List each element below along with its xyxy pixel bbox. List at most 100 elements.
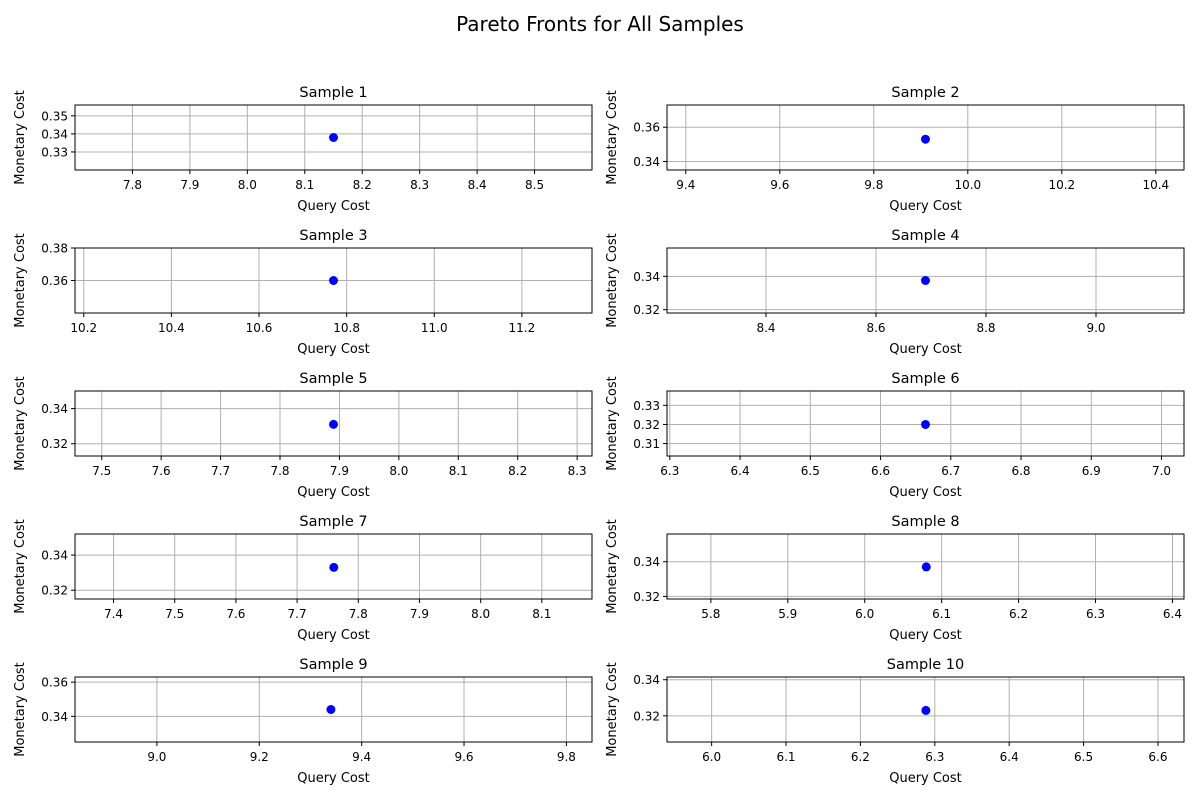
x-axis-label: Query Cost: [297, 771, 370, 786]
y-tick-label: 0.33: [633, 399, 660, 413]
y-tick-label: 0.32: [633, 709, 660, 723]
x-tick-label: 9.8: [864, 178, 883, 192]
x-tick-label: 8.3: [410, 178, 429, 192]
y-tick-label: 0.32: [41, 584, 68, 598]
subplot-title: Sample 4: [891, 228, 959, 244]
x-tick-label: 6.3: [660, 464, 679, 478]
x-tick-label: 8.8: [976, 321, 995, 335]
y-tick-label: 0.33: [41, 145, 68, 159]
x-tick-label: 5.9: [778, 607, 797, 621]
axes-frame: [666, 390, 1185, 457]
subplot-3: 10.2 10.4 10.6 10.8 11.0 11.2 0.36 0.38 Sample 3…: [13, 228, 593, 357]
y-axis-label: Monetary Cost: [13, 376, 28, 471]
x-tick-label: 8.6: [866, 321, 885, 335]
x-tick-label: 6.0: [855, 607, 874, 621]
data-point: [326, 705, 336, 714]
x-tick-label: 9.2: [250, 750, 269, 764]
x-tick-label: 10.0: [954, 178, 981, 192]
x-tick-label: 8.4: [756, 321, 775, 335]
x-tick-label: 9.6: [454, 750, 473, 764]
subplot-title: Sample 7: [299, 514, 367, 530]
y-tick-label: 0.34: [41, 402, 68, 416]
y-tick-label: 0.32: [633, 590, 660, 604]
x-tick-label: 6.1: [932, 607, 951, 621]
data-point: [921, 134, 930, 144]
axes-frame: [74, 676, 593, 743]
x-tick-label: 7.8: [270, 464, 289, 478]
y-tick-label: 0.32: [633, 303, 660, 317]
subplot-title: Sample 5: [299, 371, 367, 387]
data-point: [329, 562, 339, 572]
x-tick-label: 9.0: [147, 750, 166, 764]
x-tick-label: 8.0: [238, 178, 257, 192]
x-tick-label: 11.2: [509, 321, 536, 335]
data-point: [921, 562, 931, 572]
x-tick-label: 6.8: [1011, 464, 1030, 478]
x-tick-label: 5.8: [701, 607, 720, 621]
x-tick-label: 7.0: [1152, 464, 1171, 478]
x-axis-label: Query Cost: [889, 342, 962, 357]
x-axis-label: Query Cost: [297, 342, 370, 357]
x-tick-label: 6.5: [1074, 750, 1093, 764]
y-axis-label: Monetary Cost: [605, 376, 620, 471]
x-tick-label: 8.0: [389, 464, 408, 478]
y-tick-label: 0.35: [41, 109, 68, 123]
x-tick-label: 8.3: [568, 464, 587, 478]
subplot-5: 7.5 7.6 7.7 7.8 7.9 8.0 8.1 8.2 8.3 0.32 0.34 Sampl…: [13, 371, 593, 500]
x-tick-label: 6.5: [801, 464, 820, 478]
x-tick-label: 9.4: [676, 178, 695, 192]
x-tick-label: 7.5: [165, 607, 184, 621]
y-axis-label: Monetary Cost: [13, 233, 28, 328]
subplot-title: Sample 6: [891, 371, 959, 387]
x-axis-label: Query Cost: [297, 485, 370, 500]
x-axis-label: Query Cost: [297, 628, 370, 643]
y-tick-label: 0.34: [633, 155, 660, 169]
subplot-6: 6.3 6.4 6.5 6.6 6.7 6.8 6.9 7.0 0.31 0.32 0.33 Samp…: [605, 371, 1185, 500]
x-tick-label: 8.1: [449, 464, 468, 478]
y-axis-label: Monetary Cost: [13, 519, 28, 614]
x-tick-label: 7.7: [211, 464, 230, 478]
x-axis-label: Query Cost: [889, 628, 962, 643]
subplot-7: 7.4 7.5 7.6 7.7 7.8 7.9 8.0 8.1 0.32 0.34 Sample 7…: [13, 514, 593, 643]
y-tick-label: 0.36: [41, 274, 68, 288]
x-tick-label: 10.4: [158, 321, 185, 335]
axes-frame: [74, 390, 593, 457]
x-tick-label: 8.0: [471, 607, 490, 621]
y-axis-label: Monetary Cost: [605, 662, 620, 757]
x-tick-label: 6.1: [776, 750, 795, 764]
x-tick-label: 7.9: [180, 178, 199, 192]
data-point: [329, 419, 338, 429]
x-tick-label: 6.2: [851, 750, 870, 764]
x-tick-label: 9.0: [1086, 321, 1105, 335]
subplot-10: 6.0 6.1 6.2 6.3 6.4 6.5 6.6 0.32 0.34 Sample 10 Qu…: [605, 657, 1185, 786]
x-tick-label: 7.7: [288, 607, 307, 621]
y-axis-label: Monetary Cost: [605, 519, 620, 614]
y-tick-label: 0.36: [633, 121, 660, 135]
axes-frame: [74, 533, 593, 600]
axes-frame: [666, 533, 1185, 600]
x-tick-label: 8.1: [532, 607, 551, 621]
x-tick-label: 10.8: [333, 321, 360, 335]
x-tick-label: 9.4: [352, 750, 371, 764]
x-tick-label: 10.4: [1142, 178, 1169, 192]
subplot-title: Sample 2: [891, 85, 959, 101]
x-tick-label: 7.8: [349, 607, 368, 621]
x-tick-label: 8.5: [525, 178, 544, 192]
x-tick-label: 6.2: [1009, 607, 1028, 621]
axes-frame: [74, 104, 593, 171]
subplot-2: 9.4 9.6 9.8 10.0 10.2 10.4 0.34 0.36 Sample 2 Que…: [605, 85, 1185, 214]
y-tick-label: 0.38: [41, 242, 68, 256]
y-tick-label: 0.31: [633, 437, 660, 451]
y-tick-label: 0.34: [633, 270, 660, 284]
x-tick-label: 9.6: [770, 178, 789, 192]
figure-title: Pareto Fronts for All Samples: [456, 12, 744, 36]
y-tick-label: 0.34: [41, 549, 68, 563]
subplot-title: Sample 1: [299, 85, 367, 101]
subplot-title: Sample 3: [299, 228, 367, 244]
x-tick-label: 10.2: [1048, 178, 1075, 192]
x-tick-label: 6.6: [871, 464, 890, 478]
x-tick-label: 7.5: [92, 464, 111, 478]
y-tick-label: 0.34: [41, 127, 68, 141]
x-tick-label: 10.2: [70, 321, 97, 335]
